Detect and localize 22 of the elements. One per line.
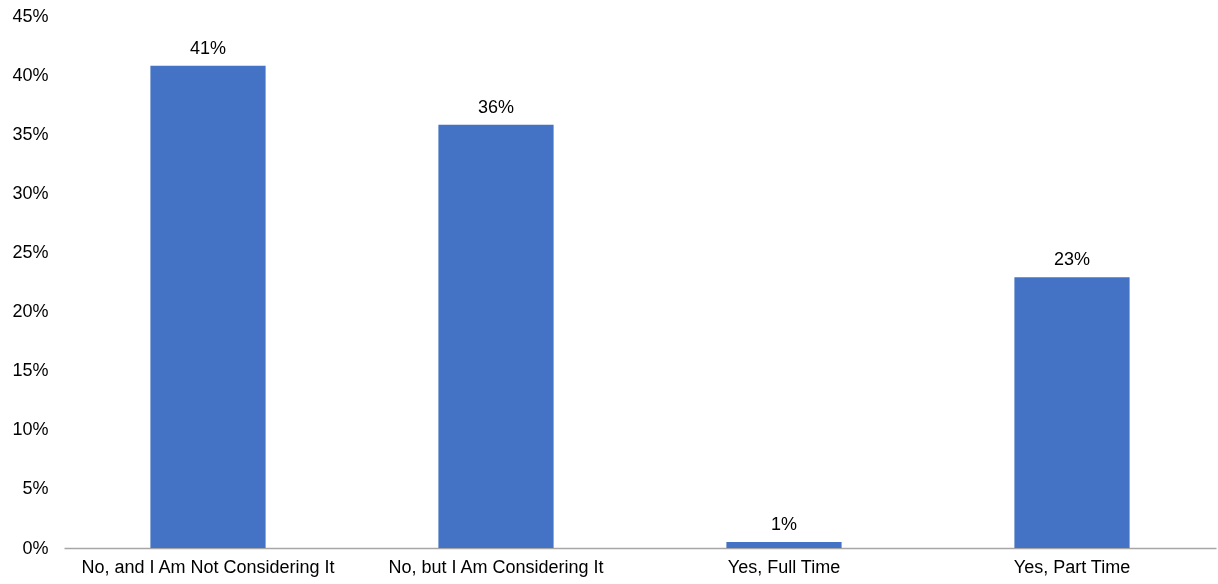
y-tick-label: 10% [12, 419, 49, 440]
y-tick-label: 35% [12, 123, 49, 144]
data-label: 23% [1053, 249, 1091, 270]
x-tick-label: Yes, Full Time [727, 556, 841, 577]
x-tick-label: No, and I Am Not Considering It [81, 556, 335, 577]
y-tick-label: 25% [12, 241, 49, 262]
x-tick-label: No, but I Am Considering It [388, 556, 604, 577]
y-tick-label: 30% [12, 182, 49, 203]
bar [1014, 277, 1130, 548]
data-label: 41% [189, 37, 227, 58]
y-tick-label: 0% [22, 537, 49, 558]
bar [726, 542, 842, 548]
bar [438, 124, 554, 548]
y-tick-label: 40% [12, 64, 49, 85]
y-tick-label: 15% [12, 360, 49, 381]
bar [150, 65, 266, 548]
y-tick-label: 5% [22, 478, 49, 499]
data-label: 1% [770, 514, 798, 535]
y-tick-label: 45% [12, 5, 49, 26]
x-tick-label: Yes, Part Time [1013, 556, 1131, 577]
data-label: 36% [477, 96, 515, 117]
y-tick-label: 20% [12, 301, 49, 322]
